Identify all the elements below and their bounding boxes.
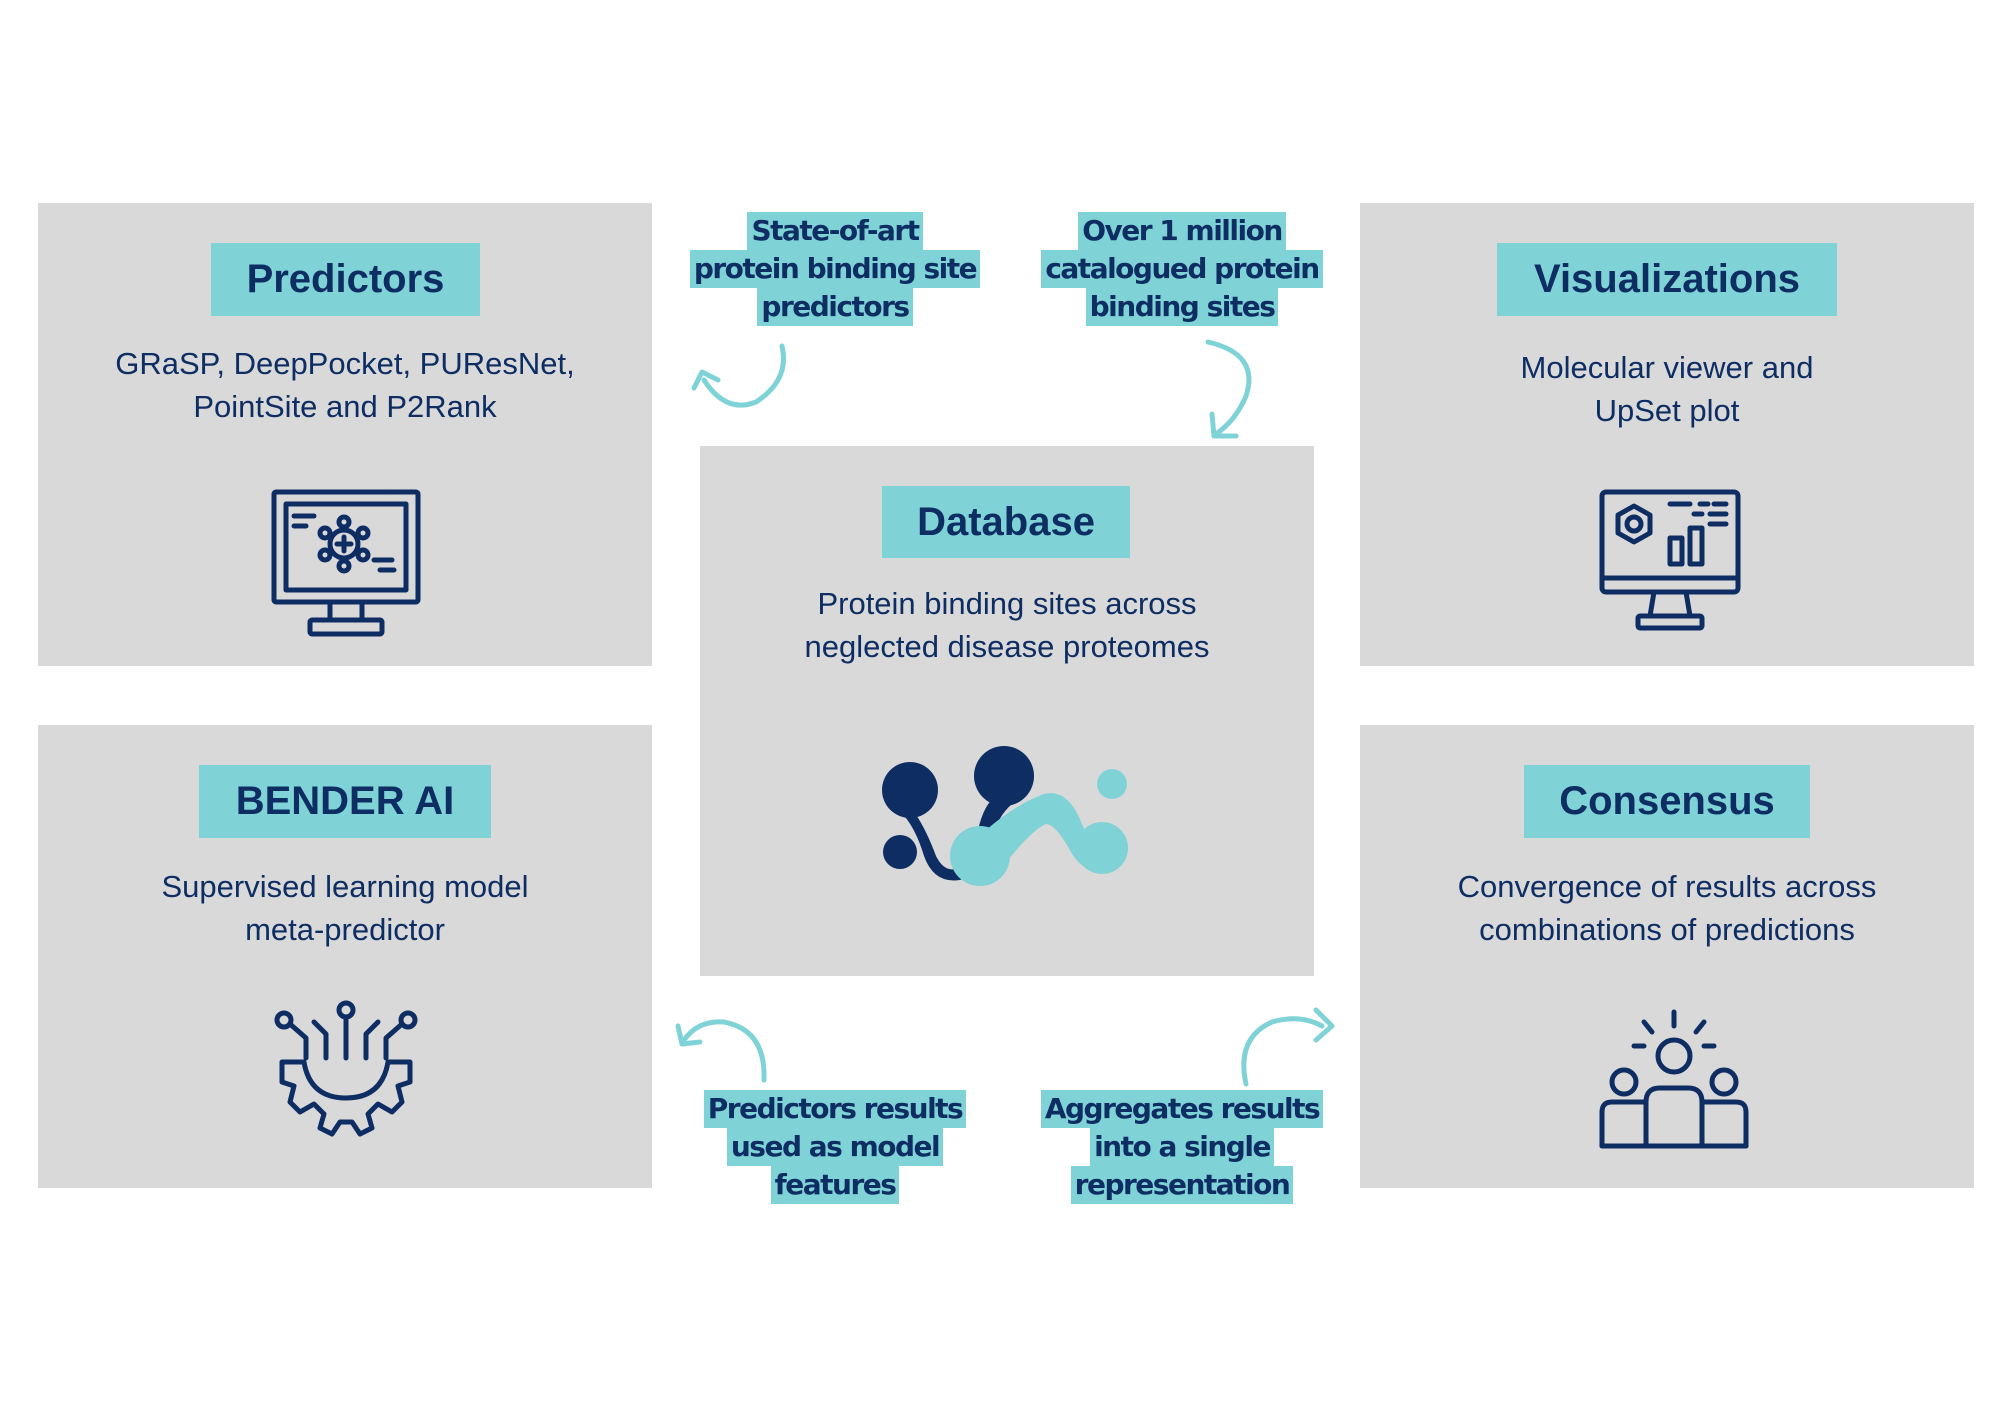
consensus-description: Convergence of results across combinatio…	[1457, 869, 1877, 947]
visualizations-description: Molecular viewer and UpSet plot	[1520, 350, 1814, 428]
visualizations-title: Visualizations	[1497, 243, 1837, 316]
note-binding-sites-count: Over 1 million catalogued protein binding …	[1022, 212, 1342, 326]
molecule-logo-icon	[882, 746, 1128, 886]
team-idea-icon	[1599, 1009, 1749, 1149]
computer-network-icon	[271, 489, 421, 637]
arrow-to-consensus	[1241, 1007, 1335, 1087]
arrow-to-predictors	[691, 343, 786, 408]
note-model-features: Predictors results used as model features	[675, 1090, 995, 1204]
predictors-title: Predictors	[211, 243, 480, 316]
arrow-to-bender	[675, 1019, 767, 1083]
note-aggregates: Aggregates results into a single represent…	[1022, 1090, 1342, 1204]
bender-title: BENDER AI	[199, 765, 491, 838]
database-title: Database	[882, 486, 1130, 558]
predictors-description: GRaSP, DeepPocket, PUResNet, PointSite a…	[115, 346, 575, 424]
bender-description: Supervised learning model meta-predictor	[161, 869, 529, 947]
consensus-title: Consensus	[1524, 765, 1810, 838]
ai-gear-icon	[274, 1000, 418, 1137]
dashboard-monitor-icon	[1599, 489, 1741, 631]
note-state-of-art: State-of-art protein binding site predicto…	[675, 212, 995, 326]
database-description: Protein binding sites across neglected d…	[804, 586, 1210, 664]
arrow-to-database	[1205, 339, 1252, 439]
